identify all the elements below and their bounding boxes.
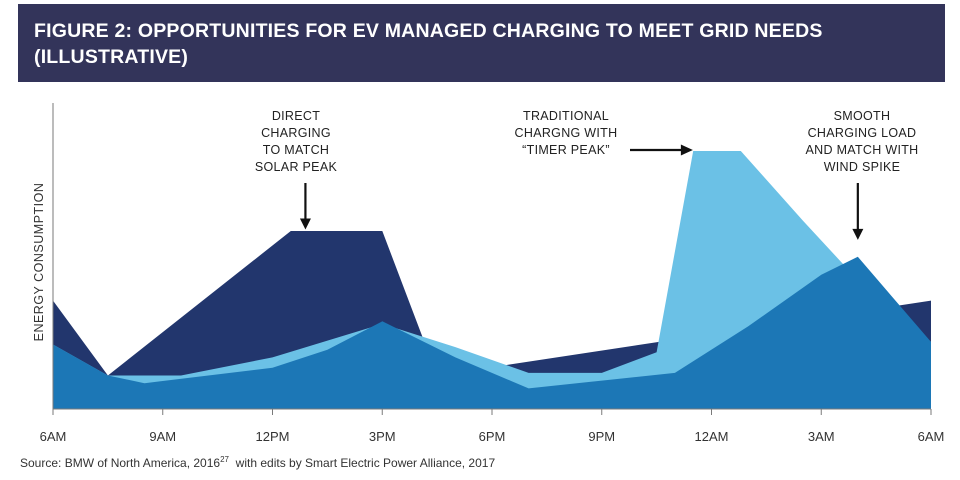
area-series-group	[53, 151, 931, 409]
annotation-arrowhead	[680, 144, 693, 156]
annotation-1: DIRECT CHARGING TO MATCH SOLAR PEAK	[255, 109, 338, 230]
annotation-3: SMOOTH CHARGING LOAD AND MATCH WITH WIND SP…	[806, 109, 919, 240]
annotation-text-line: SOLAR PEAK	[255, 160, 338, 174]
title-banner: FIGURE 2: OPPORTUNITIES FOR EV MANAGED C…	[18, 4, 945, 82]
x-tick-label: 9PM	[588, 429, 615, 444]
annotation-text-line: CHARGNG WITH	[515, 126, 618, 140]
source-prefix: Source: BMW of North America, 2016	[20, 456, 221, 470]
annotation-text-line: DIRECT	[272, 109, 320, 123]
annotation-arrowhead	[852, 228, 864, 240]
x-tick-label: 6PM	[479, 429, 506, 444]
source-note: Source: BMW of North America, 201627 wit…	[20, 455, 496, 471]
annotation-2: TRADITIONAL CHARGNG WITH “TIMER PEAK”	[515, 109, 693, 157]
x-tick-label: 6AM	[40, 429, 67, 444]
area-series-3	[53, 256, 931, 409]
chart-title-line-1: FIGURE 2: OPPORTUNITIES FOR EV MANAGED C…	[34, 20, 823, 42]
annotation-text-line: WIND SPIKE	[824, 160, 901, 174]
y-axis-label: ENERGY CONSUMPTION	[32, 183, 46, 342]
x-tick-label: 6AM	[918, 429, 945, 444]
annotation-text-line: TRADITIONAL	[523, 109, 609, 123]
x-tick-label: 3PM	[369, 429, 396, 444]
area-series-2	[53, 151, 931, 409]
x-axis-ticks: 6AM 9AM 12PM 3PM 6PM 9PM 12AM 3AM 6AM	[40, 409, 945, 444]
source-footnote: 27	[220, 455, 229, 464]
x-tick-label: 12AM	[695, 429, 729, 444]
annotation-text-line: TO MATCH	[263, 143, 330, 157]
x-tick-label: 9AM	[149, 429, 176, 444]
annotation-text-line: SMOOTH	[834, 109, 891, 123]
x-tick-label: 12PM	[256, 429, 290, 444]
x-tick-label: 3AM	[808, 429, 835, 444]
chart-annotations: DIRECT CHARGING TO MATCH SOLAR PEAK TRADITIO…	[255, 109, 919, 240]
annotation-text-line: AND MATCH WITH	[806, 143, 919, 157]
source-suffix: with edits by Smart Electric Power Allia…	[229, 456, 496, 470]
annotation-text-line: CHARGING LOAD	[808, 126, 917, 140]
chart-title-line-2: (ILLUSTRATIVE)	[34, 46, 189, 68]
annotation-text-line: “TIMER PEAK”	[522, 143, 610, 157]
annotation-arrowhead	[299, 218, 311, 230]
annotation-text-line: CHARGING	[261, 126, 331, 140]
